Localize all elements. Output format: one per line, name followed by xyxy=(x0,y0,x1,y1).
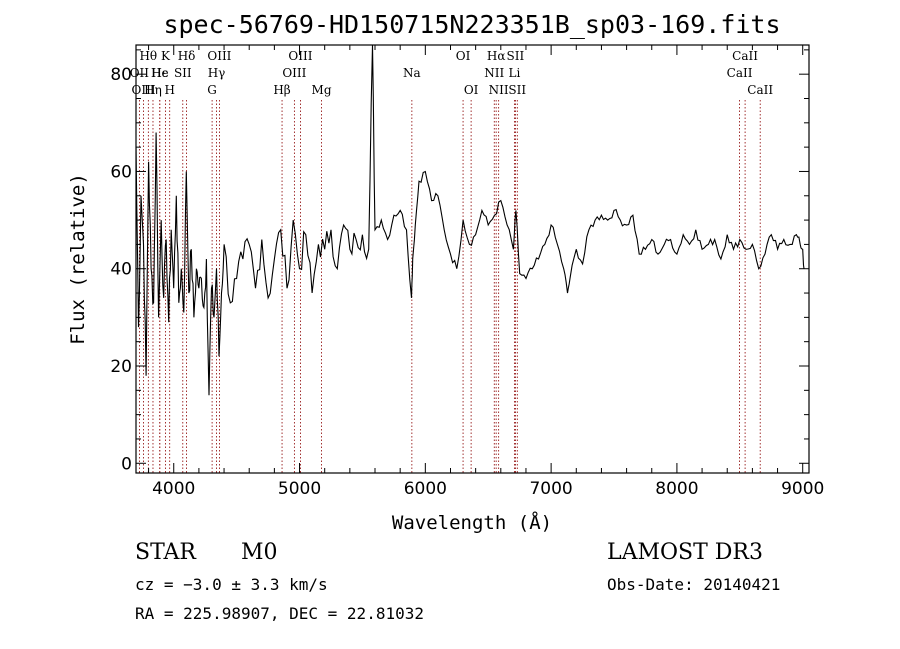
spectral-line-label: Mg xyxy=(312,83,332,97)
x-tick-label: 5000 xyxy=(278,479,321,499)
spectral-line-markers xyxy=(138,100,761,473)
spectral-line-label: OI xyxy=(456,49,471,63)
spectral-line-label: Hθ xyxy=(139,49,157,63)
y-tick-label: 40 xyxy=(110,260,132,280)
spectral-line-label: Hβ xyxy=(273,83,290,97)
spectral-line-label: NII xyxy=(484,66,504,80)
plot-frame xyxy=(135,44,810,474)
spectral-line-label: K xyxy=(161,49,171,63)
spectral-line-label: Hη xyxy=(144,83,162,97)
object-class: STAR xyxy=(135,540,197,565)
spectral-line-label: OIII xyxy=(282,66,306,80)
spectral-line-label: OIII xyxy=(288,49,312,63)
spectral-line-label: He xyxy=(151,66,169,80)
x-axis-label: Wavelength (Å) xyxy=(392,511,552,534)
spectral-line-label: Hε xyxy=(151,66,168,80)
chart-title: spec-56769-HD150715N223351B_sp03-169.fit… xyxy=(163,10,780,39)
y-tick-label: 60 xyxy=(110,162,132,182)
spectral-line-label: G xyxy=(207,83,217,97)
spectral-line-label: CaII xyxy=(727,66,753,80)
y-tick-label: 0 xyxy=(121,454,132,474)
observation-date: Obs-Date: 20140421 xyxy=(607,575,780,594)
survey-name: LAMOST DR3 xyxy=(607,540,763,565)
spectral-line-label: OII xyxy=(130,66,150,80)
spectral-line-label: OIII xyxy=(207,49,231,63)
x-tick-label: 4000 xyxy=(152,479,195,499)
spectral-line-label: Hγ xyxy=(208,66,226,80)
spectral-line-label: Hδ xyxy=(178,49,196,63)
spectral-line-label: Li xyxy=(508,66,520,80)
spectrum-line xyxy=(136,45,805,396)
spectral-line-label: OIII xyxy=(132,83,156,97)
spectral-line-label: CaII xyxy=(732,49,758,63)
spectral-line-label: Na xyxy=(403,66,421,80)
x-tick-label: 8000 xyxy=(655,479,698,499)
spectral-line-label: SII xyxy=(174,66,192,80)
redshift-readout: cz = −3.0 ± 3.3 km/s xyxy=(135,575,328,594)
spectral-line-label: OI xyxy=(464,83,479,97)
spectral-line-label: CaII xyxy=(747,83,773,97)
y-tick-label: 20 xyxy=(110,357,132,377)
x-tick-label: 6000 xyxy=(404,479,447,499)
coordinates-readout: RA = 225.98907, DEC = 22.81032 xyxy=(135,604,424,623)
x-axis: 4000 5000 6000 7000 8000 9000 xyxy=(148,45,824,499)
spectral-line-label: H xyxy=(164,83,174,97)
y-tick-label: 80 xyxy=(110,65,132,85)
x-tick-label: 9000 xyxy=(781,479,824,499)
spectral-line-label: SII xyxy=(507,49,525,63)
spectral-line-label: Hα xyxy=(487,49,506,63)
object-subclass: M0 xyxy=(241,540,278,565)
spectral-line-label: SII xyxy=(508,83,526,97)
y-axis: 0 20 40 60 80 xyxy=(110,49,809,474)
spectral-line-label: NII xyxy=(489,83,509,97)
x-tick-label: 7000 xyxy=(529,479,572,499)
y-axis-label: Flux (relative) xyxy=(67,173,89,345)
